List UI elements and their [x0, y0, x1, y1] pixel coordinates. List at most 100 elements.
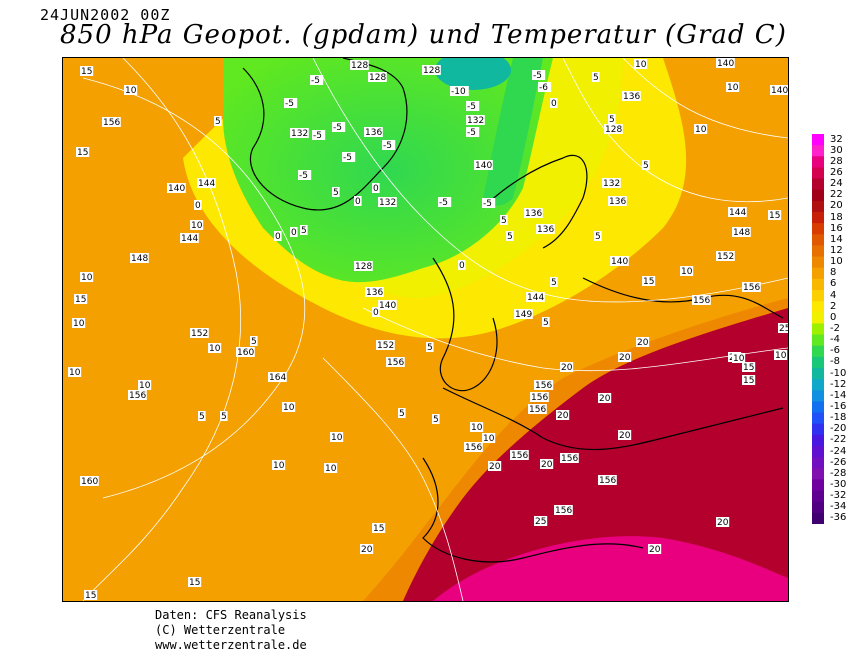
label-text: 140	[379, 301, 396, 311]
scale-cell	[812, 189, 824, 202]
scale-label: 16	[830, 222, 843, 234]
scale-label: -20	[830, 423, 847, 435]
label-text: 149	[515, 310, 532, 320]
scale-cell	[812, 301, 824, 313]
label-text: 128	[423, 66, 440, 76]
label-text: 15	[743, 376, 754, 386]
label-text: 15	[81, 67, 92, 77]
scale-label: 14	[830, 233, 843, 245]
map-value-label: 10	[68, 367, 82, 378]
label-text: 132	[467, 116, 484, 126]
map-value-label: -6	[538, 82, 552, 93]
label-text: -5	[343, 153, 352, 163]
label-background	[236, 347, 255, 357]
label-background	[250, 336, 258, 346]
scale-label: -26	[830, 456, 847, 468]
label-text: 25	[779, 324, 788, 334]
label-background	[598, 393, 612, 403]
label-background	[622, 91, 641, 101]
credits-source: Daten: CFS Reanalysis	[155, 608, 307, 622]
label-text: 0	[291, 228, 297, 238]
label-background	[514, 309, 533, 319]
label-background	[642, 276, 656, 286]
scale-label: 30	[830, 144, 843, 156]
map-value-label: 10	[774, 350, 788, 361]
scale-cell	[812, 312, 824, 324]
scale-cell	[812, 167, 824, 180]
label-background	[310, 75, 324, 85]
scale-label: -28	[830, 467, 847, 479]
label-background	[550, 98, 558, 108]
scale-cell	[812, 134, 824, 146]
map-value-label: 140	[474, 160, 493, 171]
label-text: 140	[168, 184, 185, 194]
map-value-label: 136	[524, 208, 543, 219]
label-background	[510, 450, 529, 460]
label-background	[618, 430, 632, 440]
label-text: 10	[635, 60, 647, 70]
scale-cell	[812, 446, 824, 458]
label-background	[274, 231, 282, 241]
label-background	[556, 410, 570, 420]
label-background	[540, 459, 554, 469]
map-value-label: 136	[622, 91, 641, 102]
label-text: 148	[733, 228, 750, 238]
map-value-label: 10	[80, 272, 94, 283]
map-value-label: 15	[80, 66, 94, 77]
label-background	[80, 272, 94, 282]
map-value-label: 128	[604, 124, 623, 135]
map-value-label: 140	[167, 183, 186, 194]
map-value-label: 0	[550, 98, 558, 109]
label-background	[372, 523, 386, 533]
label-text: 0	[551, 99, 557, 109]
label-text: 156	[743, 283, 760, 293]
label-text: 5	[501, 216, 507, 226]
label-background	[464, 442, 483, 452]
scale-cell	[812, 245, 824, 258]
label-text: 5	[595, 232, 601, 242]
label-text: 20	[541, 460, 553, 470]
label-background	[608, 114, 616, 124]
scale-cell	[812, 334, 824, 347]
map-value-label: 156	[128, 390, 147, 401]
map-value-label: -5	[438, 197, 452, 208]
label-background	[426, 342, 434, 352]
label-text: 148	[131, 254, 148, 264]
label-background	[774, 350, 788, 360]
label-background	[482, 433, 496, 443]
map-value-label: 128	[350, 60, 369, 71]
scale-label: -34	[830, 501, 847, 513]
label-text: 156	[555, 506, 572, 516]
label-text: 20	[717, 518, 729, 528]
label-text: -5	[285, 99, 294, 109]
label-background	[642, 160, 650, 170]
label-text: 10	[483, 434, 495, 444]
credits-website[interactable]: www.wetterzentrale.de	[155, 638, 307, 652]
map-value-label: 140	[770, 85, 788, 96]
scale-label: -30	[830, 479, 847, 490]
label-text: 140	[717, 59, 734, 69]
map-value-label: 160	[236, 347, 255, 358]
map-value-label: 5	[220, 411, 228, 422]
label-background	[598, 475, 617, 485]
map-value-label: 156	[386, 357, 405, 368]
map-value-label: 5	[426, 342, 434, 353]
label-text: 20	[637, 338, 649, 348]
label-text: 10	[733, 354, 745, 364]
map-value-label: 160	[80, 476, 99, 487]
label-text: 152	[377, 341, 394, 351]
label-text: 0	[373, 308, 379, 318]
map-value-label: -5	[310, 75, 324, 86]
map-value-label: 140	[610, 256, 629, 267]
label-background	[214, 116, 222, 126]
label-text: 10	[325, 464, 337, 474]
map-value-label: 0	[372, 307, 380, 318]
label-background	[190, 220, 204, 230]
scale-label: -2	[830, 323, 840, 334]
scale-label: -22	[830, 434, 847, 446]
label-background	[330, 432, 344, 442]
label-background	[554, 505, 573, 515]
scale-cell	[812, 267, 824, 280]
label-text: 5	[199, 412, 205, 422]
label-background	[284, 98, 298, 108]
